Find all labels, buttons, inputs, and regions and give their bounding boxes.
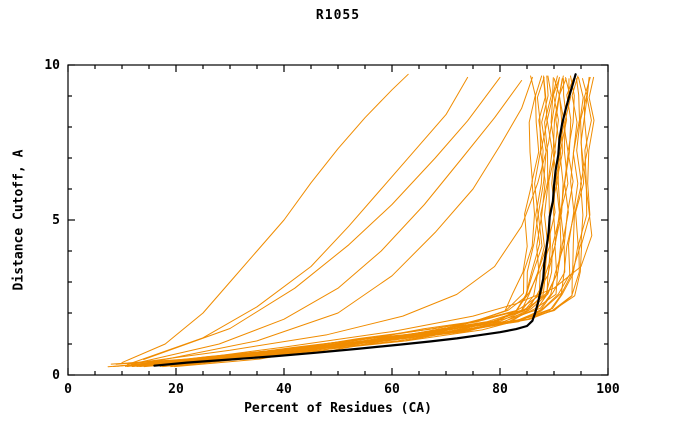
ensemble-curve — [139, 78, 563, 367]
x-tick-label: 100 — [596, 382, 620, 397]
chart-title: R1055 — [315, 8, 361, 23]
ensemble-curve — [164, 77, 591, 367]
x-axis-label: Percent of Residues (CA) — [244, 401, 432, 416]
outlier-1 — [121, 73, 409, 364]
outlier-3 — [143, 76, 501, 360]
outlier-4 — [137, 80, 523, 364]
x-tick-label: 60 — [384, 382, 400, 397]
ensemble-curve — [143, 77, 592, 367]
axis-tick-labels: 0 20 40 60 80 100 0 5 10 — [44, 58, 620, 397]
ensemble-curve — [117, 76, 595, 367]
x-tick-label: 0 — [64, 382, 72, 397]
x-tick-label: 20 — [168, 382, 184, 397]
ensemble-curve — [139, 75, 536, 365]
outlier-6 — [126, 76, 560, 365]
outlier-5 — [153, 76, 593, 365]
x-tick-label: 40 — [276, 382, 292, 397]
y-tick-label: 10 — [44, 58, 60, 73]
plot-frame — [67, 64, 609, 376]
highlight-curve — [153, 73, 577, 367]
ensemble-curve — [161, 75, 579, 365]
ensemble-curve — [107, 78, 567, 368]
ensemble-curve — [159, 77, 584, 367]
x-tick-label: 80 — [492, 382, 508, 397]
ensemble-curve — [110, 75, 549, 365]
y-tick-label: 0 — [52, 368, 60, 383]
ensemble-curve — [131, 78, 580, 367]
outlier-7 — [148, 76, 533, 364]
axis-ticks — [67, 64, 609, 376]
outlier-2 — [132, 76, 469, 364]
chart-series-group — [107, 73, 595, 368]
y-tick-label: 5 — [52, 213, 60, 228]
